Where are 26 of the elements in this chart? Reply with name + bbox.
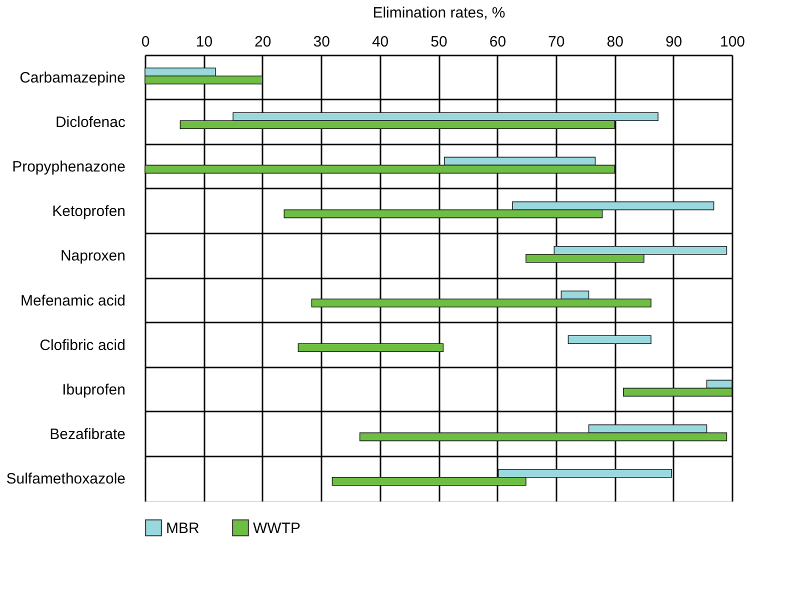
y-tick-label: Naproxen: [60, 248, 126, 265]
y-tick-label: Propyphenazone: [12, 158, 126, 176]
y-tick-label: Sulfamethoxazole: [6, 470, 126, 488]
y-tick-label: Carbamazepine: [20, 69, 126, 86]
x-tick-label: 60: [489, 34, 506, 50]
x-tick-label: 10: [196, 34, 213, 50]
bar: [298, 343, 444, 352]
legend-label: WWTP: [253, 520, 300, 537]
y-tick-label: Clofibric acid: [40, 336, 126, 354]
x-tick-label: 40: [372, 34, 389, 50]
x-axis-title: Elimination rates, %: [372, 4, 506, 22]
x-tick-label: 80: [606, 34, 624, 50]
y-tick-label: Bezafibrate: [50, 426, 126, 444]
bar: [568, 335, 652, 344]
x-tick-label: 70: [548, 34, 565, 50]
y-tick-label: Diclofenac: [55, 114, 126, 131]
x-tick-label: 20: [254, 34, 272, 50]
y-tick-label: Ketoprofen: [52, 203, 126, 220]
x-tick-label: 90: [665, 34, 682, 50]
x-tick-label: 30: [313, 34, 330, 50]
legend-label: MBR: [166, 520, 200, 537]
x-tick-label: 0: [141, 34, 150, 50]
y-tick-label: Ibuprofen: [62, 382, 126, 398]
x-tick-label: 50: [430, 34, 448, 50]
x-tick-label: 100: [720, 34, 746, 50]
y-tick-label: Mefenamic acid: [20, 292, 126, 310]
